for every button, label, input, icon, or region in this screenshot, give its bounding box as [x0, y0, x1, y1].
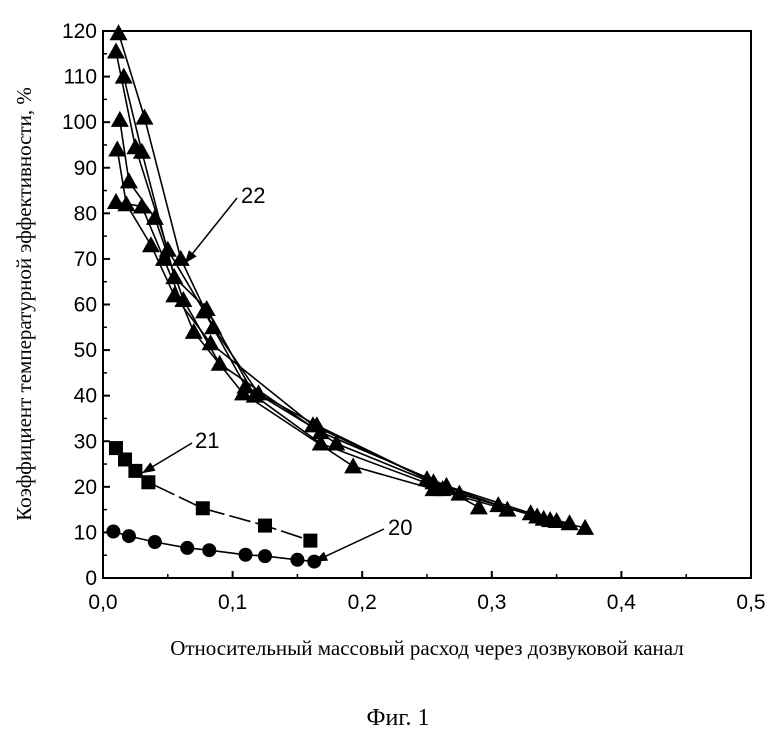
- y-tick-label: 0: [85, 567, 97, 590]
- series-20-point: [290, 553, 304, 567]
- series-21-point: [128, 464, 142, 478]
- figure-caption: Фиг. 1: [367, 705, 430, 731]
- series-21-point: [141, 475, 155, 489]
- series-20-point: [258, 549, 272, 563]
- series-22-point: [110, 24, 128, 40]
- series-22-line: [116, 52, 557, 522]
- y-tick-label: 40: [74, 385, 97, 408]
- series-22-point: [111, 111, 129, 127]
- x-tick-label: 0,5: [736, 591, 765, 614]
- series-22-point: [107, 193, 125, 209]
- y-tick-label: 80: [74, 202, 97, 225]
- series-22-line: [120, 120, 544, 519]
- series-21-point: [196, 501, 210, 515]
- series-20-point: [202, 543, 216, 557]
- y-tick-label: 30: [74, 430, 97, 453]
- y-tick-label: 120: [62, 20, 97, 43]
- callouts: 22 21 20: [142, 183, 413, 562]
- plot-area: [106, 24, 594, 568]
- x-tick-label: 0,2: [348, 591, 377, 614]
- series-22-line: [116, 202, 507, 510]
- series-21-callout-arrowhead: [142, 462, 156, 473]
- series-20-point: [106, 525, 120, 539]
- series-21-callout-label: 21: [195, 428, 219, 453]
- series-22-line: [117, 150, 479, 508]
- y-axis-title: Коэффициент температурной эффективности,…: [12, 87, 36, 521]
- series-21-point: [258, 519, 272, 533]
- series-20-point: [122, 529, 136, 543]
- y-tick-label: 70: [74, 248, 97, 271]
- y-tick-label: 50: [74, 339, 97, 362]
- series-21-line: [116, 448, 310, 540]
- y-tick-label: 20: [74, 476, 97, 499]
- x-tick-label: 0,1: [218, 591, 247, 614]
- x-tick-label: 0,0: [88, 591, 117, 614]
- chart: 0 10 20 30 40 50 60 70 80 90 100 110 120 0,0 0,1 0,2 0,…: [0, 0, 780, 733]
- y-tick-label: 90: [74, 157, 97, 180]
- x-tick-label: 0,4: [607, 591, 637, 614]
- series-22-line: [119, 33, 585, 528]
- series-20-callout-label: 20: [388, 515, 412, 540]
- y-tick-label: 110: [64, 66, 97, 89]
- series-22-point: [344, 457, 362, 473]
- y-tick-label: 60: [74, 294, 97, 317]
- y-tick-label: 10: [74, 521, 97, 544]
- x-axis-title: Относительный массовый расход через дозв…: [170, 636, 684, 660]
- series-22-line: [124, 77, 570, 524]
- series-22-point: [135, 109, 153, 125]
- series-20-point: [148, 535, 162, 549]
- series-21-point: [303, 534, 317, 548]
- series-22-callout-label: 22: [241, 183, 265, 208]
- series-20-point: [180, 541, 194, 555]
- series-22-point: [165, 286, 183, 302]
- x-tick-label: 0,3: [477, 591, 506, 614]
- series-20-point: [239, 548, 253, 562]
- series-22-point: [204, 318, 222, 334]
- series-22-callout-arrowhead: [185, 250, 197, 263]
- y-tick-label: 100: [62, 111, 97, 134]
